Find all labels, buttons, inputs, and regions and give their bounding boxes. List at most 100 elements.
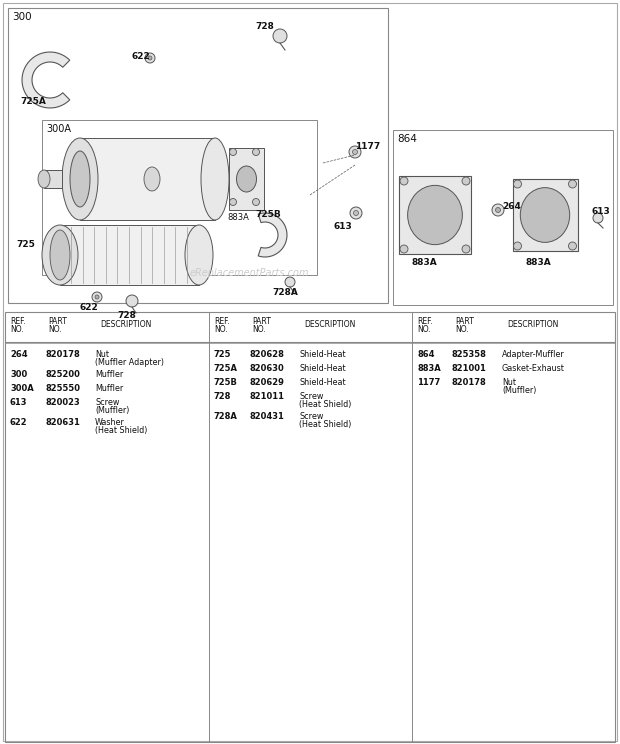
Text: 300: 300: [10, 370, 27, 379]
Text: NO.: NO.: [10, 325, 24, 334]
Text: 1177: 1177: [417, 378, 440, 387]
Text: NO.: NO.: [455, 325, 469, 334]
Ellipse shape: [273, 29, 287, 43]
Ellipse shape: [126, 295, 138, 307]
Text: 883A: 883A: [412, 258, 438, 267]
Text: (Heat Shield): (Heat Shield): [95, 426, 148, 435]
Ellipse shape: [285, 277, 295, 287]
Bar: [229, 148, 264, 210]
Text: Nut: Nut: [502, 378, 516, 387]
Bar: [44, 170, 62, 188]
Text: (Muffler): (Muffler): [95, 406, 130, 415]
Polygon shape: [22, 52, 70, 108]
Text: 613: 613: [591, 207, 609, 216]
Text: PART: PART: [48, 317, 67, 326]
Ellipse shape: [70, 151, 90, 207]
Bar: [5, 312, 615, 742]
Polygon shape: [258, 213, 287, 257]
Text: 820629: 820629: [249, 378, 284, 387]
Text: Nut: Nut: [95, 350, 109, 359]
Ellipse shape: [148, 56, 152, 60]
Text: 300: 300: [12, 12, 32, 22]
Text: 864: 864: [417, 350, 435, 359]
Ellipse shape: [145, 53, 155, 63]
Text: (Heat Shield): (Heat Shield): [299, 400, 352, 409]
Bar: [8, 8, 388, 303]
Ellipse shape: [144, 167, 160, 191]
Text: 622: 622: [132, 52, 151, 61]
Text: Shield-Heat: Shield-Heat: [299, 350, 345, 359]
Ellipse shape: [252, 199, 260, 205]
Ellipse shape: [95, 295, 99, 299]
Text: 820023: 820023: [45, 398, 80, 407]
Ellipse shape: [353, 211, 358, 216]
Text: 825200: 825200: [45, 370, 80, 379]
Text: Shield-Heat: Shield-Heat: [299, 378, 345, 387]
Bar: [60, 225, 199, 285]
Text: NO.: NO.: [252, 325, 266, 334]
Text: 820631: 820631: [45, 418, 80, 427]
Text: (Heat Shield): (Heat Shield): [299, 420, 352, 429]
Text: 300A: 300A: [10, 384, 33, 393]
Text: DESCRIPTION: DESCRIPTION: [100, 320, 151, 329]
Ellipse shape: [350, 207, 362, 219]
Text: PART: PART: [455, 317, 474, 326]
Text: 725: 725: [214, 350, 231, 359]
Ellipse shape: [38, 170, 50, 188]
Ellipse shape: [50, 230, 70, 280]
Text: 725B: 725B: [214, 378, 238, 387]
Text: Muffler: Muffler: [95, 384, 123, 393]
Bar: [42, 120, 317, 275]
Ellipse shape: [407, 185, 463, 245]
Text: 725B: 725B: [255, 210, 281, 219]
Text: Washer: Washer: [95, 418, 125, 427]
Text: eReplacementParts.com: eReplacementParts.com: [190, 268, 309, 278]
Text: 622: 622: [80, 303, 99, 312]
Text: 883A: 883A: [417, 364, 441, 373]
Text: 728: 728: [117, 311, 136, 320]
Ellipse shape: [569, 242, 577, 250]
Ellipse shape: [513, 242, 521, 250]
Text: (Muffler): (Muffler): [502, 386, 536, 395]
Text: (Muffler Adapter): (Muffler Adapter): [95, 358, 164, 367]
Text: Screw: Screw: [299, 412, 324, 421]
Text: Muffler: Muffler: [95, 370, 123, 379]
Ellipse shape: [593, 213, 603, 223]
Ellipse shape: [462, 177, 470, 185]
Ellipse shape: [520, 187, 570, 243]
Text: 820431: 820431: [249, 412, 284, 421]
Bar: [80, 138, 215, 220]
Ellipse shape: [236, 166, 257, 192]
Text: 728: 728: [214, 392, 231, 401]
Ellipse shape: [513, 180, 521, 188]
Ellipse shape: [42, 225, 78, 285]
Ellipse shape: [462, 245, 470, 253]
Text: 728: 728: [255, 22, 274, 31]
Text: 820178: 820178: [452, 378, 487, 387]
Ellipse shape: [201, 138, 229, 220]
Text: 300A: 300A: [46, 124, 71, 134]
Text: 622: 622: [10, 418, 28, 427]
Text: REF.: REF.: [417, 317, 433, 326]
Text: 728A: 728A: [214, 412, 238, 421]
Text: NO.: NO.: [417, 325, 431, 334]
Text: 1177: 1177: [355, 142, 380, 151]
Text: 613: 613: [334, 222, 353, 231]
Text: 820628: 820628: [249, 350, 284, 359]
Ellipse shape: [229, 199, 236, 205]
Bar: [513, 179, 577, 251]
Text: NO.: NO.: [48, 325, 62, 334]
Text: 725A: 725A: [20, 97, 46, 106]
Ellipse shape: [353, 150, 358, 155]
Ellipse shape: [92, 292, 102, 302]
Text: 883A: 883A: [525, 258, 551, 267]
Ellipse shape: [349, 146, 361, 158]
Text: 820630: 820630: [249, 364, 284, 373]
Ellipse shape: [492, 204, 504, 216]
Text: DESCRIPTION: DESCRIPTION: [304, 320, 355, 329]
Text: 821011: 821011: [249, 392, 284, 401]
Text: DESCRIPTION: DESCRIPTION: [507, 320, 559, 329]
Text: REF.: REF.: [214, 317, 229, 326]
Text: 725: 725: [16, 240, 35, 249]
Text: Screw: Screw: [95, 398, 120, 407]
